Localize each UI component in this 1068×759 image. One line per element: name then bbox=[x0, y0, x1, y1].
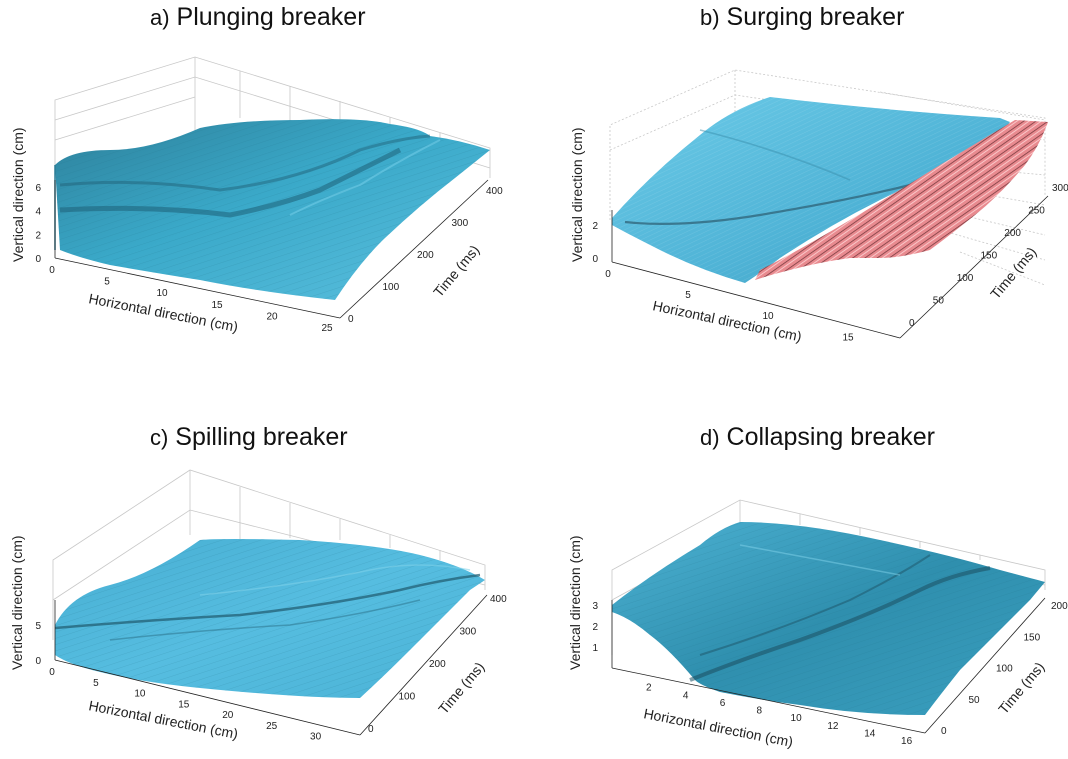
c-xtick-label: 20 bbox=[222, 710, 234, 721]
d-xtick-label: 4 bbox=[683, 690, 689, 701]
panel-d-xlabel: Horizontal direction (cm) bbox=[642, 705, 794, 750]
a-ytick-label: 0 bbox=[348, 314, 354, 325]
panel-b-label: b) bbox=[700, 5, 720, 30]
b-ztick-label: 0 bbox=[592, 254, 598, 265]
a-xtick-label: 20 bbox=[266, 311, 278, 322]
c-xtick-label: 25 bbox=[266, 721, 278, 732]
d-ytick-label: 0 bbox=[941, 726, 947, 737]
panel-a-title: a) Plunging breaker bbox=[150, 3, 366, 32]
c-xtick-label: 0 bbox=[49, 667, 55, 678]
b-ytick-label: 50 bbox=[933, 296, 945, 307]
a-ytick-label: 400 bbox=[486, 186, 503, 197]
b-ytick-label: 250 bbox=[1028, 206, 1045, 217]
panel-c-xlabel: Horizontal direction (cm) bbox=[87, 697, 239, 742]
b-xtick-label: 5 bbox=[685, 290, 691, 301]
c-xtick-label: 15 bbox=[178, 699, 190, 710]
c-xtick-label: 10 bbox=[134, 689, 146, 700]
panel-b-y-ticks: 0 50 100 150 200 250 300 bbox=[909, 183, 1068, 329]
panel-d-y-ticks: 0 50 100 150 200 bbox=[941, 601, 1068, 737]
d-xtick-label: 12 bbox=[827, 721, 839, 732]
d-xtick-label: 10 bbox=[791, 713, 803, 724]
panel-b-z-ticks: 02 bbox=[592, 221, 598, 265]
c-xtick-label: 5 bbox=[93, 678, 99, 689]
b-xtick-label: 10 bbox=[762, 311, 774, 322]
a-ytick-label: 100 bbox=[383, 282, 400, 293]
a-ytick-label: 200 bbox=[417, 250, 434, 261]
c-ytick-label: 0 bbox=[368, 724, 374, 735]
a-xtick-label: 5 bbox=[104, 277, 110, 288]
panel-c-title: c) Spilling breaker bbox=[150, 423, 348, 452]
panel-d-zlabel: Vertical direction (cm) bbox=[567, 535, 583, 670]
panel-c-label: c) bbox=[150, 425, 169, 450]
d-ytick-label: 200 bbox=[1051, 601, 1068, 612]
panel-c-x-ticks: 0 5 10 15 20 25 30 bbox=[49, 667, 321, 743]
d-xtick-label: 14 bbox=[864, 729, 876, 740]
panel-a-z-ticks: 0 2 4 6 bbox=[35, 183, 41, 265]
panel-a-x-ticks: 0 5 10 15 20 25 bbox=[49, 265, 333, 334]
a-xtick-label: 25 bbox=[321, 323, 333, 334]
panel-a-zlabel: Vertical direction (cm) bbox=[10, 127, 26, 262]
b-ztick-label: 2 bbox=[592, 221, 598, 232]
panel-a-label: a) bbox=[150, 5, 170, 30]
a-ztick-label: 0 bbox=[35, 254, 41, 265]
panel-d-z-ticks: 1 2 3 bbox=[592, 601, 598, 654]
d-xtick-label: 16 bbox=[901, 736, 913, 747]
panel-b-xlabel: Horizontal direction (cm) bbox=[651, 297, 803, 344]
b-ytick-label: 150 bbox=[981, 251, 998, 262]
d-ytick-label: 50 bbox=[969, 695, 981, 706]
panel-d-title-text: Collapsing breaker bbox=[726, 423, 935, 451]
panel-c-zlabel: Vertical direction (cm) bbox=[9, 535, 25, 670]
b-xtick-label: 0 bbox=[605, 269, 611, 280]
panel-c-y-ticks: 0 100 200 300 400 bbox=[368, 594, 507, 735]
panel-b-title-text: Surging breaker bbox=[726, 3, 905, 31]
d-ztick-label: 3 bbox=[592, 601, 598, 612]
b-ytick-label: 300 bbox=[1052, 183, 1068, 194]
panel-d-title: d) Collapsing breaker bbox=[700, 423, 935, 452]
a-ztick-label: 6 bbox=[35, 183, 41, 194]
panel-b-x-ticks: 0 5 10 15 bbox=[605, 269, 854, 343]
panel-d-x-ticks: 2 4 6 8 10 12 14 16 bbox=[646, 683, 913, 748]
c-ytick-label: 400 bbox=[490, 594, 507, 605]
d-ztick-label: 2 bbox=[592, 622, 598, 633]
c-ytick-label: 200 bbox=[429, 659, 446, 670]
panel-c-z-ticks: 05 bbox=[35, 621, 41, 667]
d-ytick-label: 100 bbox=[996, 664, 1013, 675]
panel-b-title: b) Surging breaker bbox=[700, 3, 904, 32]
panel-b-zlabel: Vertical direction (cm) bbox=[569, 127, 585, 262]
a-ytick-label: 300 bbox=[452, 218, 469, 229]
c-ztick-label: 0 bbox=[35, 656, 41, 667]
c-xtick-label: 30 bbox=[310, 732, 322, 743]
d-xtick-label: 8 bbox=[757, 706, 763, 717]
a-xtick-label: 15 bbox=[211, 300, 223, 311]
a-xtick-label: 10 bbox=[156, 288, 168, 299]
panel-a-ylabel: Time (ms) bbox=[430, 242, 482, 300]
c-ytick-label: 300 bbox=[460, 627, 477, 638]
a-xtick-label: 0 bbox=[49, 265, 55, 276]
panel-a-title-text: Plunging breaker bbox=[176, 3, 366, 31]
d-xtick-label: 6 bbox=[720, 698, 726, 709]
panel-d-label: d) bbox=[700, 425, 720, 450]
c-ztick-label: 5 bbox=[35, 621, 41, 632]
d-xtick-label: 2 bbox=[646, 683, 652, 694]
b-ytick-label: 0 bbox=[909, 318, 915, 329]
panel-a-y-ticks: 0 100 200 300 400 bbox=[348, 186, 503, 325]
d-ytick-label: 150 bbox=[1024, 632, 1041, 643]
a-ztick-label: 4 bbox=[35, 207, 41, 218]
panel-c-title-text: Spilling breaker bbox=[175, 423, 348, 451]
b-ytick-label: 100 bbox=[957, 273, 974, 284]
d-ztick-label: 1 bbox=[592, 643, 598, 654]
c-ytick-label: 100 bbox=[399, 692, 416, 703]
b-ytick-label: 200 bbox=[1004, 228, 1021, 239]
b-xtick-label: 15 bbox=[842, 332, 854, 343]
panel-b-highlight-surface bbox=[755, 120, 1048, 280]
a-ztick-label: 2 bbox=[35, 230, 41, 241]
